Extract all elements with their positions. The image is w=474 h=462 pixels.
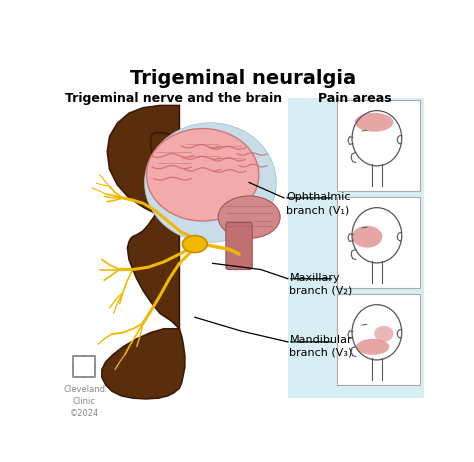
Text: Pain areas: Pain areas (319, 92, 392, 105)
Text: Trigeminal nerve and the brain: Trigeminal nerve and the brain (65, 92, 283, 105)
Bar (337, 100, 420, 191)
FancyBboxPatch shape (226, 223, 252, 269)
Text: Ophthalmic
branch (V₁): Ophthalmic branch (V₁) (286, 193, 351, 215)
Bar (337, 294, 420, 385)
Ellipse shape (352, 226, 383, 248)
Ellipse shape (218, 196, 280, 238)
Text: Mandibular
branch (V₃): Mandibular branch (V₃) (290, 335, 353, 358)
Ellipse shape (374, 326, 393, 342)
Text: Trigeminal neuralgia: Trigeminal neuralgia (130, 69, 356, 88)
Ellipse shape (356, 339, 389, 355)
Ellipse shape (145, 123, 276, 242)
Bar (288, 98, 423, 398)
Text: Maxillary
branch (V₂): Maxillary branch (V₂) (290, 273, 353, 295)
Polygon shape (102, 105, 234, 399)
Text: Cleveland
Clinic
©2024: Cleveland Clinic ©2024 (63, 385, 105, 418)
Bar (337, 197, 420, 288)
Ellipse shape (355, 113, 393, 132)
Ellipse shape (146, 128, 259, 221)
Ellipse shape (182, 236, 207, 253)
